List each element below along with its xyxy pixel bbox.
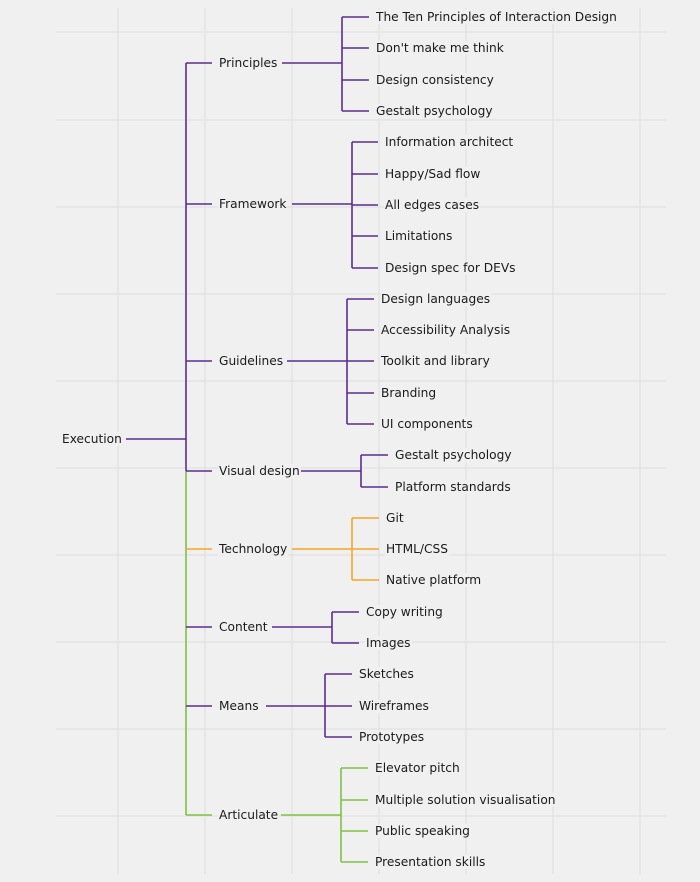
root-node-execution[interactable]: Execution [61, 432, 123, 446]
leaf-node[interactable]: Gestalt psychology [394, 448, 513, 462]
leaf-node[interactable]: Design spec for DEVs [384, 261, 517, 275]
leaf-node[interactable]: Limitations [384, 229, 454, 243]
leaf-node[interactable]: Accessibility Analysis [380, 323, 512, 337]
leaf-node[interactable]: Multiple solution visualisation [374, 793, 557, 807]
leaf-node[interactable]: Git [385, 511, 405, 525]
branch-node-means[interactable]: Means [218, 699, 260, 713]
branch-node-principles[interactable]: Principles [218, 56, 279, 70]
leaf-node[interactable]: Public speaking [374, 824, 471, 838]
leaf-node[interactable]: Sketches [358, 667, 415, 681]
leaf-node[interactable]: Prototypes [358, 730, 426, 744]
leaf-node[interactable]: Copy writing [365, 605, 444, 619]
leaf-node[interactable]: Toolkit and library [380, 354, 491, 368]
leaf-node[interactable]: HTML/CSS [385, 542, 450, 556]
leaf-node[interactable]: The Ten Principles of Interaction Design [375, 10, 618, 24]
leaf-node[interactable]: All edges cases [384, 198, 481, 212]
branch-node-technology[interactable]: Technology [218, 542, 289, 556]
leaf-node[interactable]: Branding [380, 386, 438, 400]
leaf-node[interactable]: Images [365, 636, 412, 650]
leaf-node[interactable]: UI components [380, 417, 474, 431]
background-grid [56, 8, 666, 874]
leaf-node[interactable]: Design consistency [375, 73, 495, 87]
branch-node-guidelines[interactable]: Guidelines [218, 354, 285, 368]
leaf-node[interactable]: Information architect [384, 135, 515, 149]
branch-node-articulate[interactable]: Articulate [218, 808, 280, 822]
leaf-node[interactable]: Native platform [385, 573, 483, 587]
leaf-node[interactable]: Elevator pitch [374, 761, 461, 775]
leaf-node[interactable]: Design languages [380, 292, 492, 306]
leaf-node[interactable]: Wireframes [358, 699, 430, 713]
branch-node-framework[interactable]: Framework [218, 197, 288, 211]
leaf-node[interactable]: Gestalt psychology [375, 104, 494, 118]
connector-lines [126, 16, 388, 863]
leaf-node[interactable]: Presentation skills [374, 855, 487, 869]
leaf-node[interactable]: Happy/Sad flow [384, 167, 482, 181]
branch-node-visual-design[interactable]: Visual design [218, 464, 301, 478]
leaf-node[interactable]: Don't make me think [375, 41, 505, 55]
leaf-node[interactable]: Platform standards [394, 480, 512, 494]
branch-node-content[interactable]: Content [218, 620, 269, 634]
